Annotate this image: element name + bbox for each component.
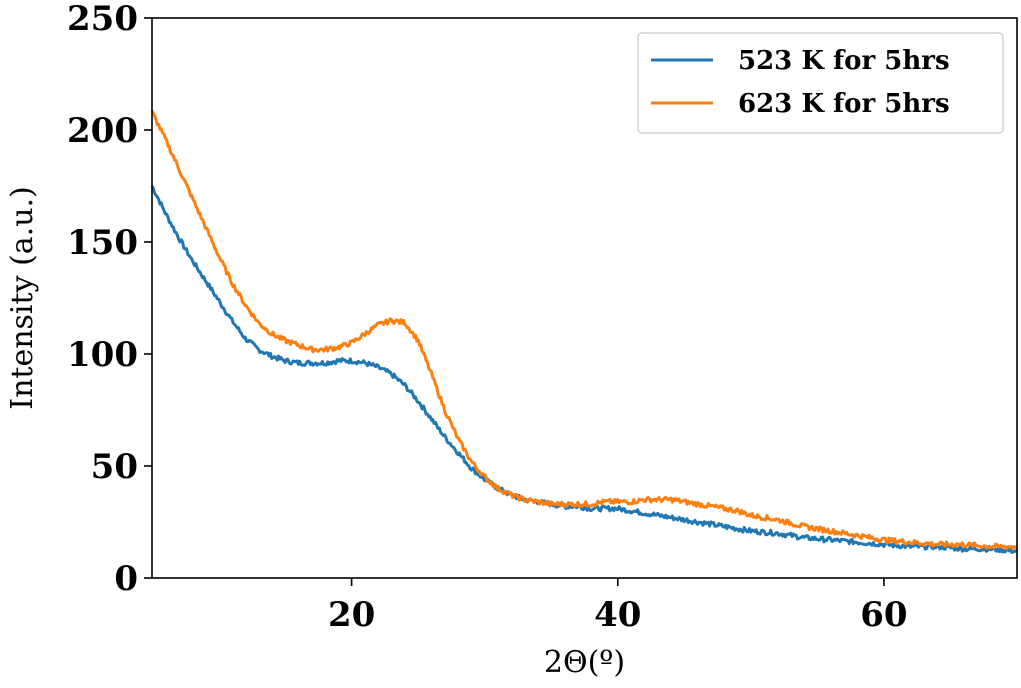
y-axis-title: Intensity (a.u.) [5,186,40,410]
y-tick-label: 250 [67,0,138,39]
x-axis-title: 2Θ(º) [544,645,625,680]
series-layer [150,109,1018,554]
y-tick-label: 200 [67,111,138,151]
y-tick-label: 150 [67,223,138,263]
plot-frame [151,17,1018,579]
y-tick-label: 50 [91,447,138,487]
legend: 523 K for 5hrs 623 K for 5hrs [637,32,1004,134]
y-tick-label: 100 [67,335,138,375]
x-tick-label: 60 [860,595,907,635]
legend-box [637,32,1004,134]
legend-label-523k: 523 K for 5hrs [738,46,950,76]
y-tick-label: 0 [114,559,138,599]
x-tick-label: 40 [594,595,641,635]
series-line-623k [150,109,1018,550]
x-tick-label: 20 [328,595,375,635]
series-line-523k [150,185,1018,554]
legend-label-623k: 623 K for 5hrs [738,89,950,119]
ticks-layer: 0 50 100 150 200 250 20 40 60 [67,0,908,635]
